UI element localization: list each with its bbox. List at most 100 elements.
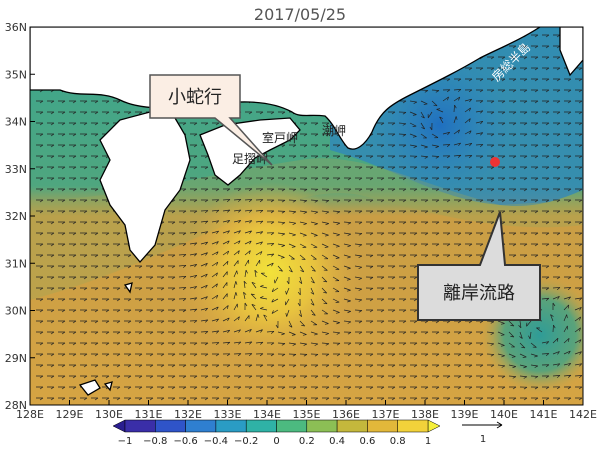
vector bbox=[420, 144, 428, 149]
vector bbox=[343, 254, 351, 259]
vector bbox=[91, 309, 99, 313]
colorbar-segment bbox=[397, 419, 429, 433]
vector bbox=[333, 188, 341, 192]
vector bbox=[124, 309, 132, 313]
vector bbox=[299, 353, 308, 357]
vector bbox=[233, 209, 242, 213]
vector bbox=[498, 397, 506, 401]
vector bbox=[388, 166, 396, 170]
vector bbox=[377, 331, 385, 335]
vector bbox=[520, 243, 528, 247]
vector bbox=[211, 306, 219, 311]
vector bbox=[443, 331, 451, 335]
vector bbox=[300, 166, 308, 170]
vector bbox=[168, 364, 176, 368]
vector bbox=[432, 221, 440, 225]
vector bbox=[80, 133, 88, 137]
vector bbox=[200, 307, 209, 312]
vector bbox=[135, 320, 143, 324]
lon-label: 135E bbox=[293, 408, 321, 421]
island bbox=[123, 282, 133, 294]
vector bbox=[113, 342, 121, 346]
vector bbox=[432, 188, 440, 192]
vector bbox=[168, 243, 176, 247]
vector bbox=[244, 341, 253, 345]
callout-text: 小蛇行 bbox=[168, 87, 222, 108]
vector bbox=[344, 188, 352, 192]
vector bbox=[124, 298, 132, 302]
vector bbox=[410, 298, 418, 302]
vector bbox=[541, 375, 550, 379]
vector bbox=[47, 166, 55, 170]
vector bbox=[178, 264, 187, 268]
vector bbox=[508, 375, 517, 379]
vector bbox=[410, 199, 418, 203]
vector bbox=[498, 67, 506, 71]
lon-labels: 128E 129E 130E 131E 132E 133E 134E 135E 136E 137E… bbox=[16, 400, 597, 421]
vector bbox=[354, 298, 363, 302]
vector bbox=[36, 133, 44, 137]
vector bbox=[464, 130, 472, 135]
vector bbox=[344, 386, 352, 390]
vector bbox=[531, 45, 539, 49]
vector bbox=[432, 254, 440, 258]
vector bbox=[487, 375, 495, 379]
vector bbox=[233, 329, 241, 333]
vector bbox=[277, 265, 283, 272]
vector bbox=[212, 188, 220, 192]
vector bbox=[553, 133, 561, 137]
vector bbox=[388, 364, 396, 368]
vector bbox=[442, 144, 451, 147]
vector bbox=[574, 327, 581, 333]
vector bbox=[564, 133, 572, 137]
vector bbox=[333, 155, 341, 159]
vector bbox=[520, 45, 528, 49]
vector bbox=[200, 241, 209, 246]
vector bbox=[58, 342, 66, 346]
vector bbox=[58, 386, 66, 390]
vector bbox=[564, 199, 572, 203]
vector bbox=[487, 100, 495, 104]
vector bbox=[553, 78, 561, 82]
vector bbox=[80, 177, 88, 181]
vector bbox=[431, 100, 438, 107]
vector bbox=[135, 331, 143, 335]
vector bbox=[91, 210, 99, 214]
vector bbox=[200, 296, 208, 300]
lat-label: 34N bbox=[5, 116, 27, 129]
vector bbox=[189, 274, 198, 279]
vector bbox=[530, 353, 538, 358]
vector bbox=[343, 309, 352, 314]
vector bbox=[377, 342, 385, 346]
vector bbox=[58, 111, 66, 115]
vector bbox=[102, 221, 110, 225]
vector bbox=[410, 375, 418, 379]
vector bbox=[288, 254, 295, 260]
vector bbox=[332, 298, 340, 303]
vector bbox=[146, 287, 154, 291]
vector bbox=[91, 199, 99, 203]
vector bbox=[47, 254, 55, 258]
vector bbox=[574, 306, 582, 311]
vector bbox=[255, 210, 264, 213]
vector bbox=[135, 287, 143, 291]
vector bbox=[487, 166, 495, 170]
vector bbox=[211, 318, 219, 322]
vector bbox=[233, 364, 242, 368]
vector bbox=[47, 100, 55, 104]
vector bbox=[465, 199, 473, 203]
vector bbox=[410, 166, 418, 170]
vector bbox=[58, 364, 66, 368]
place-label: 室戸岬 bbox=[262, 130, 298, 145]
vector bbox=[256, 166, 264, 170]
vector bbox=[36, 254, 44, 258]
vector bbox=[102, 122, 110, 126]
vector bbox=[487, 122, 495, 126]
vector bbox=[564, 111, 572, 115]
vector bbox=[135, 353, 143, 357]
vector bbox=[47, 243, 55, 247]
vector bbox=[366, 309, 374, 313]
vector bbox=[542, 188, 550, 192]
vector bbox=[189, 264, 198, 268]
vector bbox=[102, 298, 110, 302]
